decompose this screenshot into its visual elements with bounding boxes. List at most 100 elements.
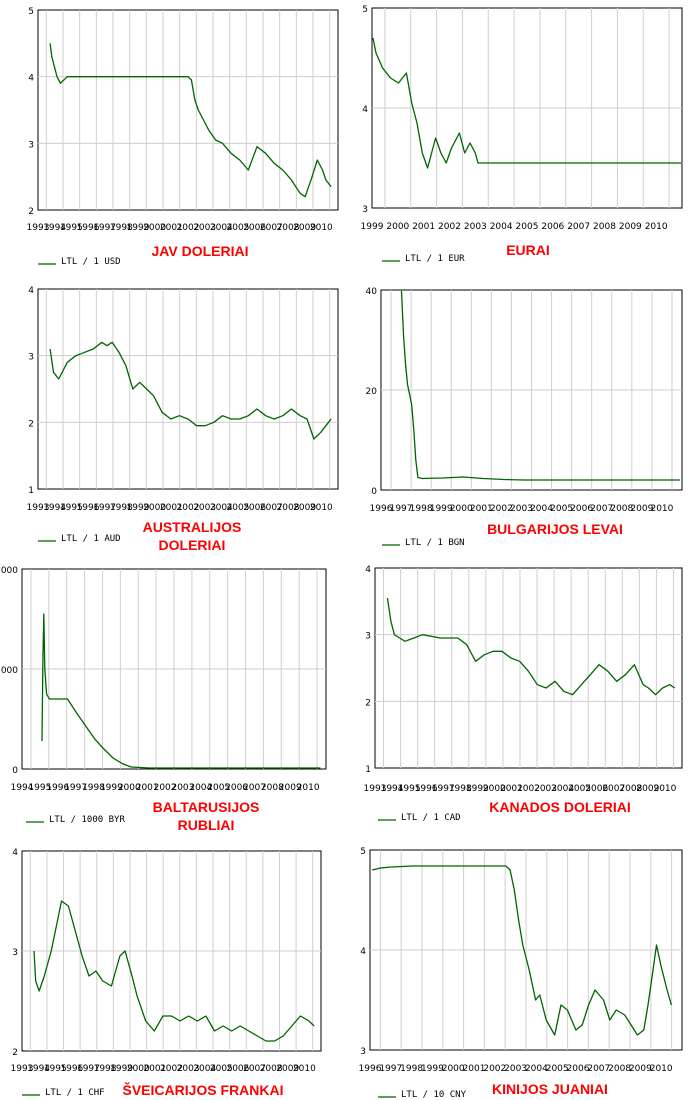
x-tick-label: 2009 xyxy=(619,222,642,232)
chart-title: BULGARIJOS LEVAI xyxy=(487,521,623,537)
x-tick-label: 1996 xyxy=(77,503,100,513)
x-tick-label: 1999 xyxy=(421,1064,444,1074)
x-tick-label: 2009 xyxy=(293,503,316,513)
x-tick-label: 2004 xyxy=(525,1064,548,1074)
chart-title: AUSTRALIJOS xyxy=(143,519,242,535)
x-tick-label: 1998 xyxy=(110,223,133,233)
x-tick-label: 2004 xyxy=(490,222,513,232)
chart-panel-3: 1996199719981999200020012002200320042005… xyxy=(366,287,683,548)
chart-panel-5: 1993199419951996199719981999200020012002… xyxy=(364,565,683,823)
x-tick-label: 2002 xyxy=(438,222,461,232)
y-tick-label: 4 xyxy=(12,848,18,858)
x-tick-label: 1994 xyxy=(11,783,34,793)
x-tick-label: 1996 xyxy=(77,223,100,233)
x-tick-label: 2009 xyxy=(629,1064,652,1074)
x-tick-label: 2003 xyxy=(193,503,216,513)
x-tick-label: 2006 xyxy=(541,222,564,232)
chart-title: BALTARUSIJOS xyxy=(153,799,260,815)
x-tick-label: 2001 xyxy=(160,503,183,513)
x-tick-label: 2008 xyxy=(277,503,300,513)
x-tick-label: 2005 xyxy=(550,504,573,514)
x-tick-label: 2001 xyxy=(160,223,183,233)
x-tick-label: 2005 xyxy=(516,222,539,232)
x-tick-label: 1994 xyxy=(43,223,66,233)
y-tick-label: 4 xyxy=(28,74,34,84)
y-tick-label: 20 xyxy=(366,387,378,397)
x-tick-label: 2008 xyxy=(608,1064,631,1074)
x-tick-label: 2004 xyxy=(530,504,553,514)
x-tick-label: 2001 xyxy=(470,504,493,514)
x-tick-label: 1999 xyxy=(466,784,489,794)
x-tick-label: 2000 xyxy=(127,1064,150,1074)
x-tick-label: 1997 xyxy=(93,503,116,513)
x-tick-label: 2002 xyxy=(483,1064,506,1074)
y-tick-label: 0 xyxy=(371,487,377,497)
x-tick-label: 1993 xyxy=(11,1064,34,1074)
x-tick-label: 2010 xyxy=(650,1064,673,1074)
x-tick-label: 2000 xyxy=(442,1064,465,1074)
x-tick-label: 1999 xyxy=(127,223,150,233)
x-tick-label: 1993 xyxy=(364,784,387,794)
chart-title: KINIJOS JUANIAI xyxy=(492,1081,608,1097)
x-tick-label: 1996 xyxy=(60,1064,83,1074)
x-tick-label: 2009 xyxy=(630,504,653,514)
x-tick-label: 2007 xyxy=(602,784,625,794)
x-tick-label: 1996 xyxy=(415,784,438,794)
plot-area xyxy=(37,9,339,211)
x-tick-label: 2000 xyxy=(143,503,166,513)
chart-panel-2: 1993199419951996199719981999200020012002… xyxy=(27,286,339,553)
x-tick-label: 2003 xyxy=(171,783,194,793)
x-tick-label: 2005 xyxy=(568,784,591,794)
x-tick-label: 2007 xyxy=(260,503,283,513)
x-tick-label: 2000 xyxy=(450,504,473,514)
y-tick-label: 3 xyxy=(28,140,34,150)
x-tick-label: 2009 xyxy=(293,223,316,233)
x-tick-label: 2010 xyxy=(645,222,668,232)
chart-title: KANADOS DOLERIAI xyxy=(489,799,631,815)
x-tick-label: 2003 xyxy=(510,504,533,514)
x-tick-label: 2002 xyxy=(490,504,513,514)
x-tick-label: 2009 xyxy=(636,784,659,794)
x-tick-label: 1997 xyxy=(390,504,413,514)
x-tick-label: 1999 xyxy=(127,503,150,513)
x-tick-label: 2006 xyxy=(225,783,248,793)
chart-panel-7: 1996199719981999200020012002200320042005… xyxy=(359,847,683,1100)
x-tick-label: 2006 xyxy=(243,503,266,513)
x-tick-label: 1993 xyxy=(27,223,50,233)
y-tick-label: 5 xyxy=(360,847,366,857)
y-tick-label: 3 xyxy=(28,353,34,363)
x-tick-label: 1994 xyxy=(27,1064,50,1074)
x-tick-label: 2008 xyxy=(261,783,284,793)
legend-label: LTL / 1 USD xyxy=(61,257,121,267)
x-tick-label: 1998 xyxy=(82,783,105,793)
series-line xyxy=(371,865,673,1036)
x-tick-label: 2000 xyxy=(483,784,506,794)
x-tick-label: 2006 xyxy=(570,504,593,514)
legend-label: LTL / 1 AUD xyxy=(61,534,121,544)
y-tick-label: 3 xyxy=(360,1047,366,1057)
y-tick-label: 4 xyxy=(360,947,366,957)
series-line xyxy=(386,597,676,696)
x-tick-label: 2005 xyxy=(207,783,230,793)
x-tick-label: 1994 xyxy=(43,503,66,513)
x-tick-label: 2008 xyxy=(619,784,642,794)
x-tick-label: 2009 xyxy=(279,783,302,793)
y-tick-label: 2 xyxy=(28,207,34,217)
y-tick-label: 5 xyxy=(28,7,34,17)
x-tick-label: 2003 xyxy=(177,1064,200,1074)
x-tick-label: 2010 xyxy=(310,503,333,513)
x-tick-label: 2003 xyxy=(534,784,557,794)
x-tick-label: 1998 xyxy=(110,503,133,513)
x-tick-label: 1996 xyxy=(370,504,393,514)
y-tick-label: 2 xyxy=(365,698,371,708)
x-tick-label: 2002 xyxy=(154,783,177,793)
y-tick-label: 3 xyxy=(362,205,368,215)
series-line xyxy=(49,43,332,198)
x-tick-label: 2008 xyxy=(593,222,616,232)
x-tick-label: 2004 xyxy=(189,783,212,793)
x-tick-label: 2001 xyxy=(463,1064,486,1074)
x-tick-label: 2003 xyxy=(193,223,216,233)
x-tick-label: 1997 xyxy=(64,783,87,793)
legend-label: LTL / 1 CAD xyxy=(401,813,461,823)
y-tick-label: 5 xyxy=(362,5,368,15)
